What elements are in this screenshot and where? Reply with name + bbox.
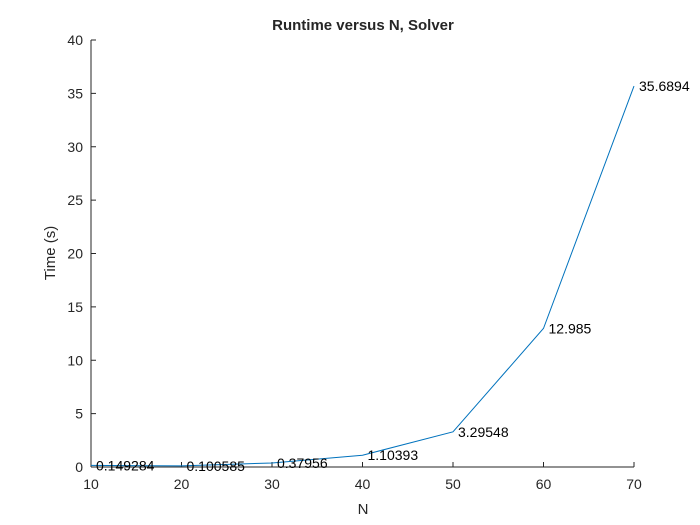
data-label: 0.149284 bbox=[96, 457, 155, 473]
data-point bbox=[180, 464, 183, 467]
data-label: 1.10393 bbox=[368, 447, 419, 463]
chart-title: Runtime versus N, Solver bbox=[272, 17, 454, 34]
x-axis-label: N bbox=[358, 501, 369, 518]
data-label: 35.6894 bbox=[639, 78, 690, 94]
data-point bbox=[90, 464, 93, 467]
y-tick-label: 35 bbox=[67, 85, 83, 101]
x-tick-label: 70 bbox=[626, 476, 642, 492]
data-point bbox=[271, 461, 274, 464]
y-tick-label: 40 bbox=[67, 32, 83, 48]
y-tick-label: 5 bbox=[75, 406, 83, 422]
data-label: 0.37956 bbox=[277, 455, 328, 471]
data-label: 3.29548 bbox=[458, 424, 509, 440]
data-point bbox=[361, 454, 364, 457]
plot-area: 10 20 30 40 50 60 70 0 5 10 15 20 25 30 35 40 0.149284 0.… bbox=[67, 32, 689, 492]
data-point bbox=[452, 430, 455, 433]
x-tick-label: 50 bbox=[445, 476, 461, 492]
y-tick-label: 30 bbox=[67, 139, 83, 155]
y-tick-label: 10 bbox=[67, 352, 83, 368]
y-tick-label: 20 bbox=[67, 246, 83, 262]
y-axis-label: Time (s) bbox=[42, 226, 59, 280]
y-tick-label: 15 bbox=[67, 299, 83, 315]
x-tick-label: 30 bbox=[264, 476, 280, 492]
x-tick-label: 60 bbox=[536, 476, 552, 492]
data-point bbox=[633, 85, 636, 88]
y-tick-label: 25 bbox=[67, 192, 83, 208]
series-line bbox=[90, 85, 635, 467]
x-tick-label: 10 bbox=[83, 476, 99, 492]
data-label: 12.985 bbox=[549, 320, 592, 336]
data-label: 0.100585 bbox=[187, 458, 246, 474]
x-tick-label: 40 bbox=[355, 476, 371, 492]
y-tick-label: 0 bbox=[75, 459, 83, 475]
data-point bbox=[542, 327, 545, 330]
x-tick-label: 20 bbox=[174, 476, 190, 492]
